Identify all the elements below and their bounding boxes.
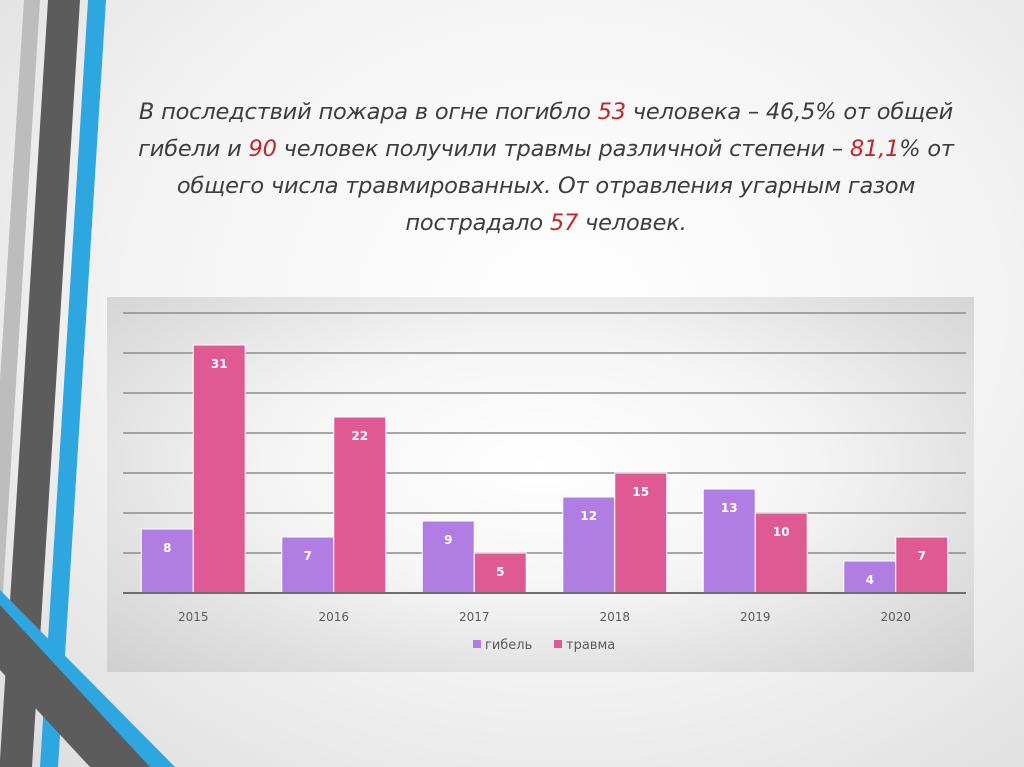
data-label-injury: 5 — [496, 565, 504, 579]
gray-stripe-top-left — [0, 0, 80, 767]
legend-swatch — [473, 640, 481, 648]
chart-panel: 8 31 2015 7 22 2016 9 5 2017 12 15 2018 13 10 2019 4 7 20… — [107, 297, 974, 672]
data-label-injury: 15 — [632, 485, 649, 499]
data-label-injury: 22 — [351, 429, 368, 443]
heading-text-1: В последствий пожара в огне погибло — [138, 99, 598, 125]
x-tick-label: 2016 — [318, 610, 349, 624]
light-stripe-top-left — [0, 0, 40, 640]
heading-number-injured: 90 — [248, 136, 277, 162]
data-label-death: 12 — [580, 509, 597, 523]
data-label-injury: 10 — [773, 525, 790, 539]
legend-swatch — [554, 640, 562, 648]
x-tick-label: 2019 — [740, 610, 771, 624]
x-tick-label: 2015 — [178, 610, 209, 624]
blue-stripe-top-left — [40, 0, 106, 767]
bar-injury — [614, 472, 668, 594]
bar-death — [702, 488, 756, 594]
data-label-death: 4 — [866, 573, 874, 587]
heading-text-2: человека – 46,5% от общей гибели и — [138, 99, 954, 162]
heading-number-percent: 81,1 — [849, 136, 900, 162]
bar-injury — [473, 552, 527, 594]
heading-number-deaths: 53 — [597, 99, 626, 125]
blue-wedge-bottom-left — [0, 590, 175, 767]
heading-number-poisoned: 57 — [549, 210, 579, 236]
x-tick-label: 2018 — [599, 610, 630, 624]
slide-heading: В последствий пожара в огне погибло 53 ч… — [118, 94, 974, 242]
bar-injury — [333, 416, 387, 594]
x-tick-label: 2017 — [459, 610, 490, 624]
bar-injury — [754, 512, 808, 594]
data-label-death: 13 — [721, 501, 738, 515]
bar-death — [281, 536, 335, 594]
heading-text-4: % от общего числа травмированных. От отр… — [176, 136, 954, 236]
x-tick-label: 2020 — [880, 610, 911, 624]
data-label-death: 9 — [444, 533, 452, 547]
data-label-death: 7 — [304, 549, 312, 563]
legend-label: травма — [566, 638, 615, 653]
data-label-death: 8 — [163, 541, 171, 555]
gray-wedge-bottom-left — [0, 605, 150, 767]
bar-injury — [192, 344, 246, 594]
legend-label: гибель — [485, 638, 532, 653]
data-label-injury: 31 — [211, 357, 228, 371]
bar-chart: 8 31 2015 7 22 2016 9 5 2017 12 15 2018 13 10 2019 4 7 20… — [123, 312, 966, 653]
bar-injury — [895, 536, 949, 594]
bar-death — [140, 528, 194, 594]
data-label-injury: 7 — [918, 549, 926, 563]
heading-text-3: человек получили травмы различной степен… — [276, 136, 850, 162]
bar-death — [421, 520, 475, 594]
heading-text-5: человек. — [578, 210, 687, 236]
